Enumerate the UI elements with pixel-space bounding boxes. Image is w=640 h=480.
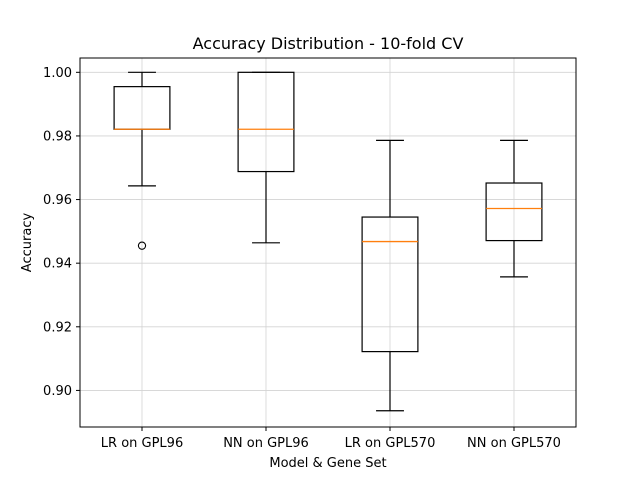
- y-tick-label: 0.92: [43, 320, 72, 335]
- plot-frame: [79, 57, 577, 428]
- box-series: [113, 71, 543, 412]
- y-tick-label: 1.00: [43, 66, 72, 81]
- grid-lines: [80, 58, 576, 427]
- y-tick-label: 0.90: [43, 384, 72, 399]
- box-2: [237, 71, 295, 244]
- iqr-box: [361, 216, 419, 353]
- iqr-box: [237, 71, 295, 173]
- axis-ticks: 0.90 0.92 0.94 0.96 0.98 1.00 LR on GPL96 NN on…: [43, 66, 561, 451]
- iqr-box: [485, 182, 543, 242]
- x-tick-label: NN on GPL96: [223, 436, 309, 451]
- y-axis-label: Accuracy: [20, 213, 35, 273]
- y-tick-label: 0.94: [43, 257, 72, 272]
- box-4: [485, 139, 543, 278]
- y-tick-label: 0.96: [43, 193, 72, 208]
- x-tick-label: LR on GPL96: [101, 436, 183, 451]
- chart-title: Accuracy Distribution - 10-fold CV: [193, 34, 464, 53]
- x-tick-label: LR on GPL570: [345, 436, 436, 451]
- box-1: [113, 71, 171, 250]
- box-3: [361, 139, 419, 412]
- x-axis-label: Model & Gene Set: [269, 456, 386, 471]
- y-tick-label: 0.98: [43, 129, 72, 144]
- x-tick-label: NN on GPL570: [467, 436, 561, 451]
- outlier-point: [137, 241, 147, 250]
